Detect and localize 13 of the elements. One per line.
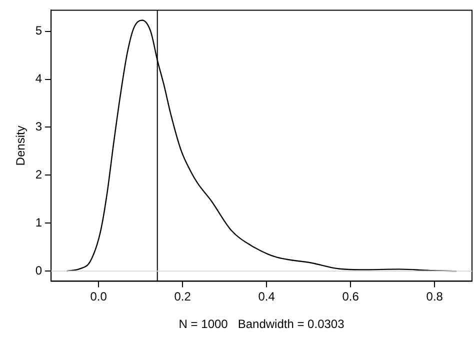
x-tick-label: 0.2: [174, 290, 192, 304]
y-tick-label: 4: [35, 72, 42, 86]
x-tick-label: 0.8: [426, 290, 444, 304]
y-tick-label: 1: [35, 215, 42, 230]
x-axis-title: N = 1000 Bandwidth = 0.0303: [178, 317, 345, 332]
y-axis-title: Density: [14, 126, 28, 166]
y-tick-label: 3: [35, 120, 42, 134]
x-tick-label: 0.0: [90, 290, 108, 304]
x-tick-label: 0.6: [342, 290, 360, 304]
x-tick-label: 0.4: [258, 290, 276, 304]
y-tick-label: 2: [35, 168, 42, 182]
y-tick-label: 5: [35, 24, 42, 38]
y-tick-label: 0: [35, 263, 42, 278]
